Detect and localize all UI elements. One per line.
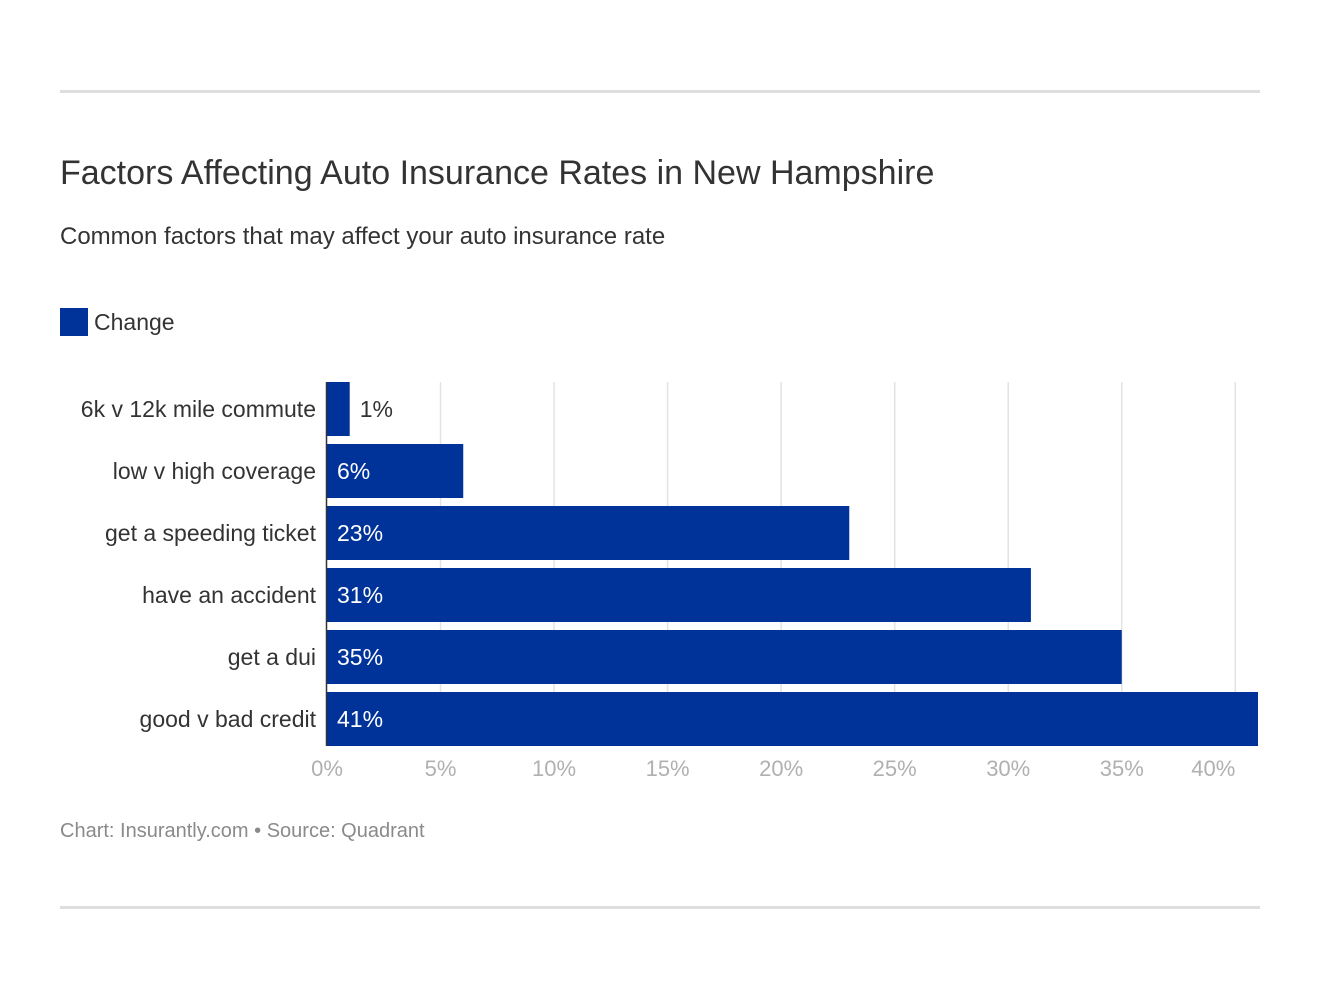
category-label: get a speeding ticket — [105, 520, 317, 546]
bar — [327, 692, 1258, 746]
bar — [327, 382, 350, 436]
bar — [327, 630, 1122, 684]
category-label: 6k v 12k mile commute — [81, 396, 316, 422]
x-tick-label: 10% — [532, 756, 576, 781]
x-tick-label: 40% — [1191, 756, 1235, 781]
data-label: 6% — [337, 458, 370, 484]
x-tick-label: 25% — [873, 756, 917, 781]
category-label: good v bad credit — [140, 706, 317, 732]
x-tick-label: 0% — [311, 756, 343, 781]
top-divider — [60, 90, 1260, 93]
x-tick-label: 15% — [646, 756, 690, 781]
bar — [327, 568, 1031, 622]
data-label: 23% — [337, 520, 383, 546]
chart-subtitle: Common factors that may affect your auto… — [60, 223, 666, 250]
chart-title: Factors Affecting Auto Insurance Rates i… — [60, 154, 935, 192]
category-label: get a dui — [228, 644, 316, 670]
data-label: 41% — [337, 706, 383, 732]
data-label: 31% — [337, 582, 383, 608]
x-tick-label: 30% — [986, 756, 1030, 781]
chart-footer: Chart: Insurantly.com • Source: Quadrant — [60, 820, 425, 842]
x-tick-label: 35% — [1100, 756, 1144, 781]
legend-label: Change — [94, 308, 175, 335]
category-label: low v high coverage — [113, 458, 316, 484]
bar-chart: 0% 5% 10% 15% 20% 25% 30% 35% 40% 6k v 12k mile c… — [81, 382, 1258, 781]
bottom-divider — [60, 906, 1260, 909]
legend-swatch — [60, 308, 88, 336]
x-tick-label: 5% — [425, 756, 457, 781]
x-tick-label: 20% — [759, 756, 803, 781]
bar — [327, 506, 850, 560]
bar — [327, 444, 464, 498]
legend: Change — [60, 308, 175, 336]
data-label: 35% — [337, 644, 383, 670]
category-label: have an accident — [142, 582, 317, 608]
data-label: 1% — [360, 396, 393, 422]
